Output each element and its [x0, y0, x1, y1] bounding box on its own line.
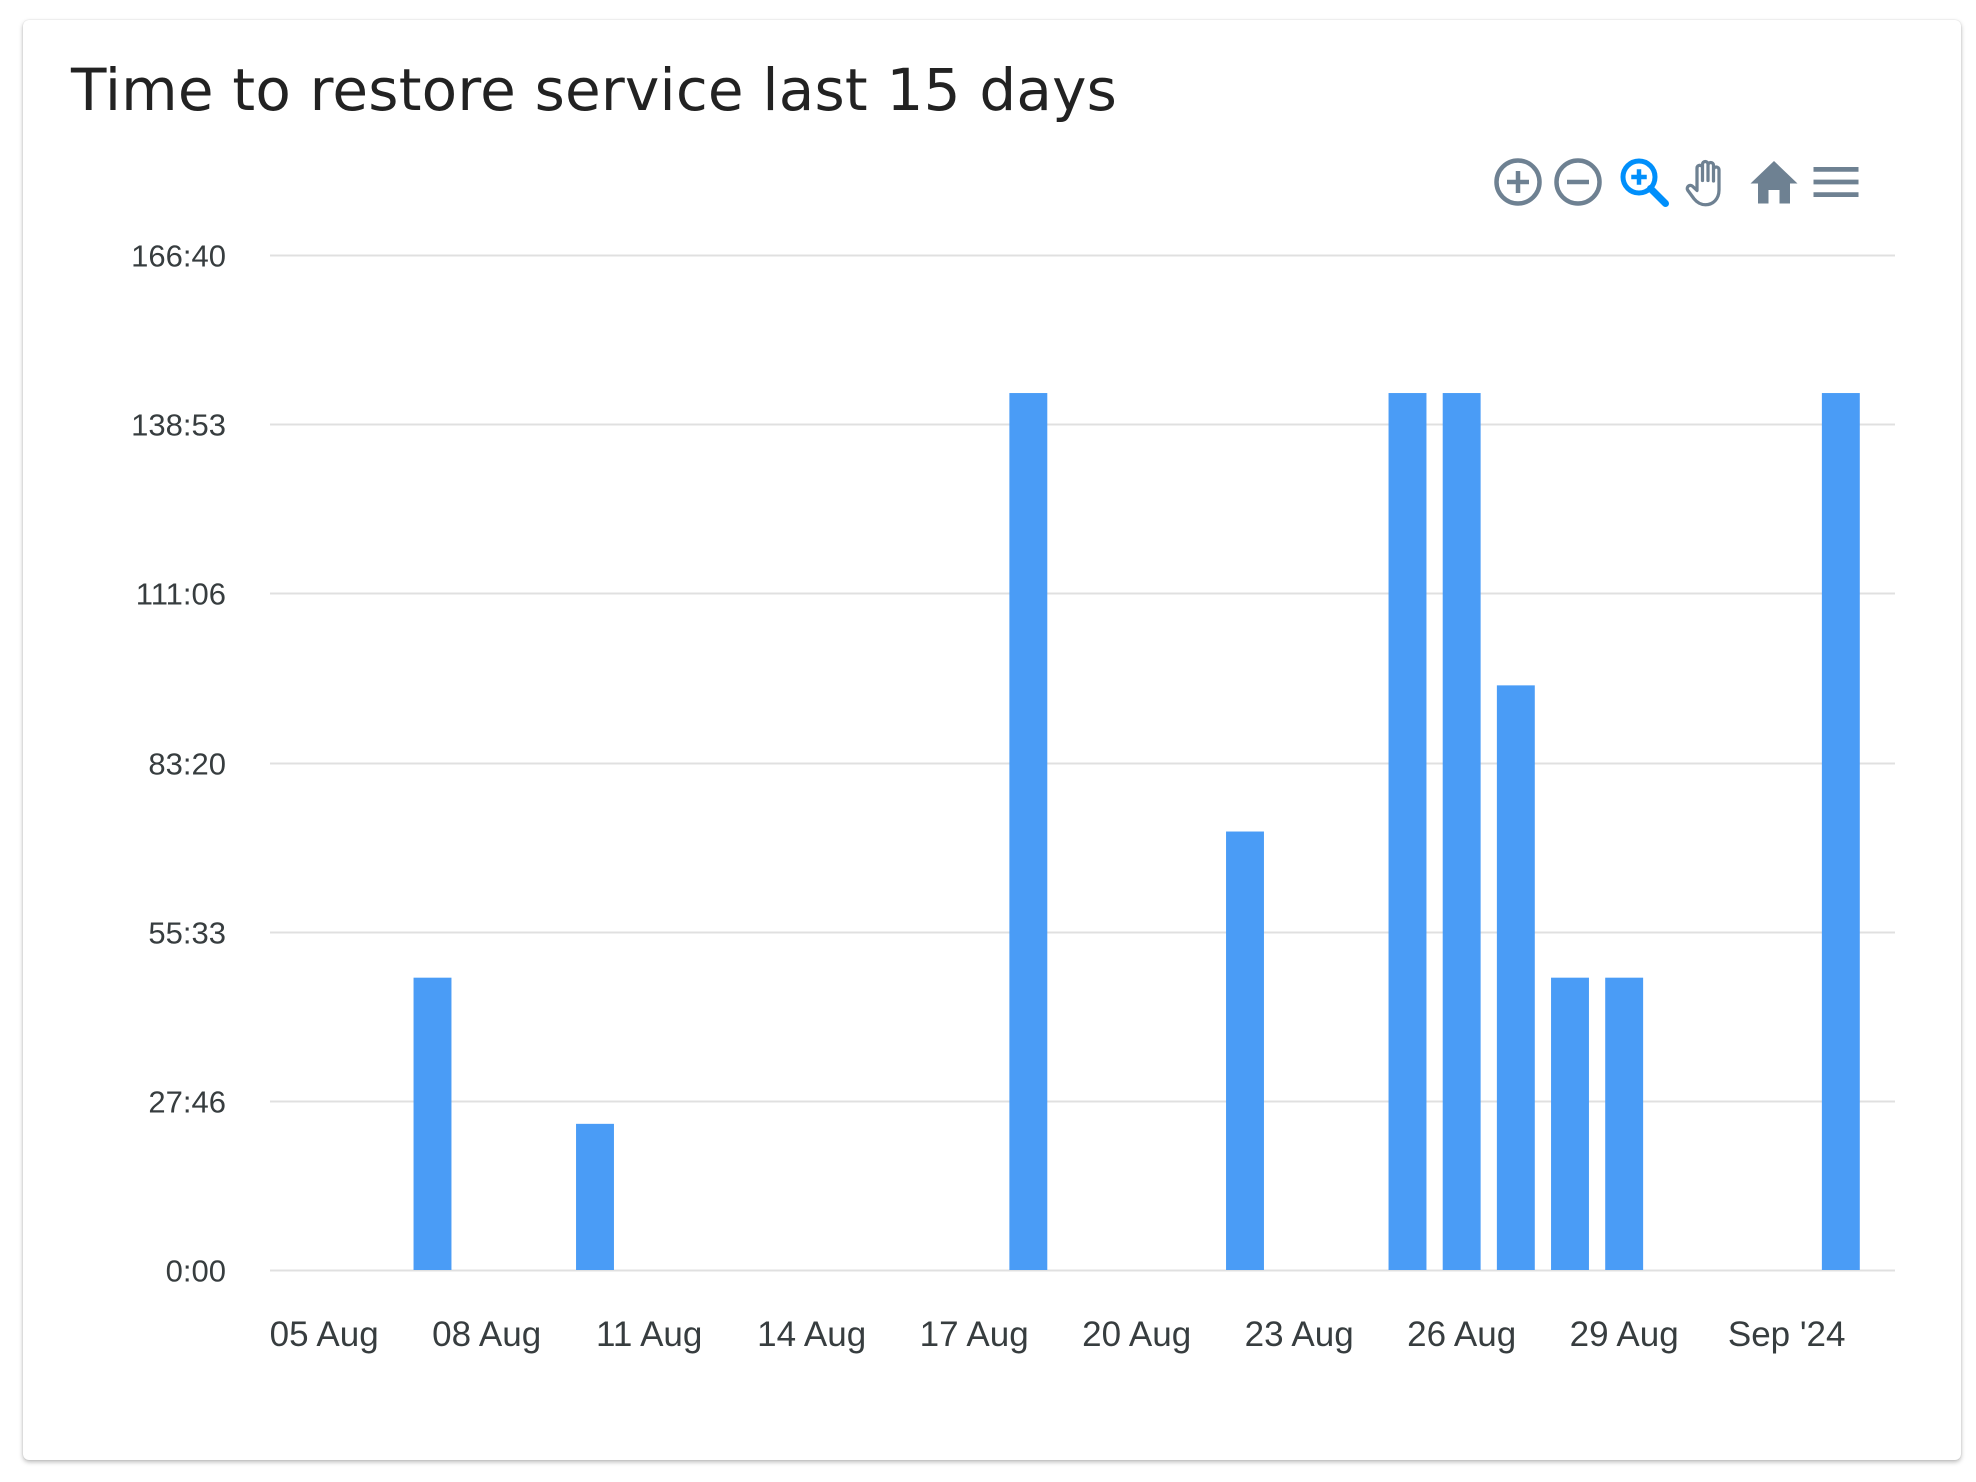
minus-circle-icon	[1554, 158, 1602, 206]
reset-zoom-button[interactable]	[1744, 152, 1804, 212]
chart-title: Time to restore service last 15 days	[71, 56, 1118, 124]
plus-circle-icon	[1494, 158, 1542, 206]
magnifier-plus-icon	[1620, 158, 1670, 208]
selection-zoom-button[interactable]	[1614, 152, 1674, 212]
chart-card: Time to restore service last 15 days	[23, 20, 1961, 1460]
zoom-out-button[interactable]	[1548, 152, 1608, 212]
home-icon	[1750, 161, 1798, 204]
hand-icon	[1685, 159, 1721, 207]
hamburger-menu-icon	[1813, 167, 1859, 197]
menu-button[interactable]	[1806, 152, 1866, 212]
pan-button[interactable]	[1678, 152, 1738, 212]
zoom-in-button[interactable]	[1488, 152, 1548, 212]
